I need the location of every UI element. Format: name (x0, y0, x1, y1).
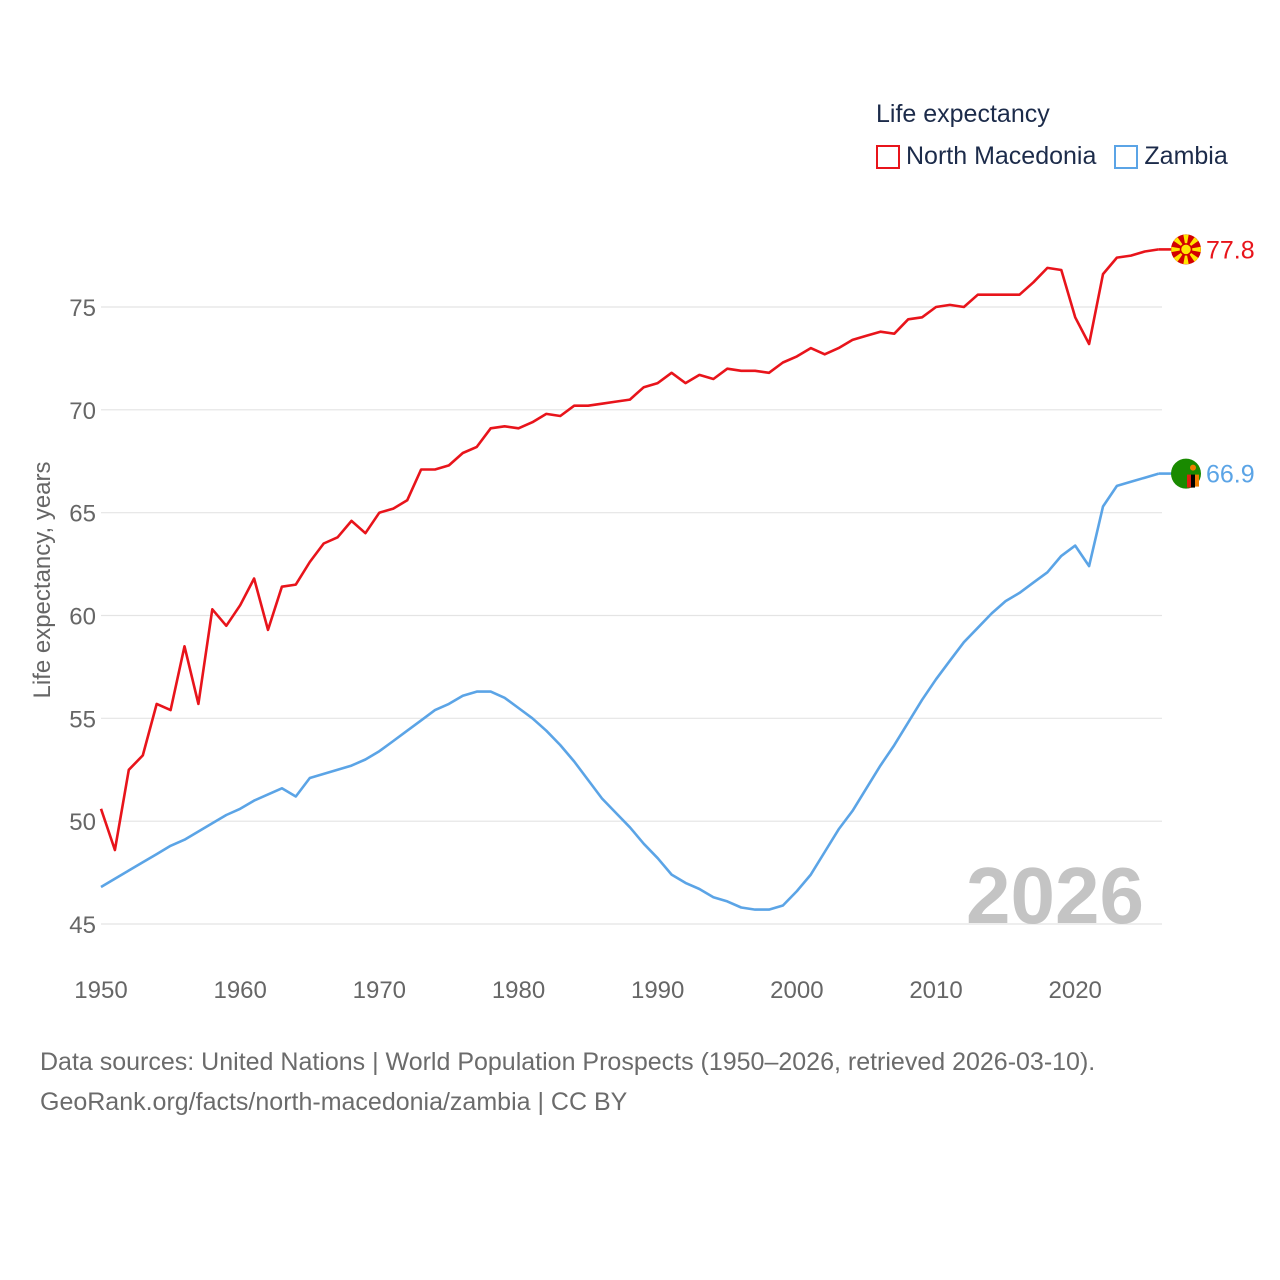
zambia-flag-icon (1171, 458, 1201, 489)
x-tick-2010: 2010 (909, 977, 962, 1004)
flag-eagle (1190, 464, 1196, 471)
x-tick-2020: 2020 (1049, 977, 1102, 1004)
y-tick-60: 60 (69, 604, 96, 631)
series-line-zambia (100, 472, 1160, 911)
legend: North Macedonia Zambia (876, 142, 1246, 171)
series-end-markers: 77.8 66.9 (1158, 234, 1255, 489)
x-tick-1960: 1960 (213, 977, 266, 1004)
flag-sun-ray (1186, 246, 1201, 253)
year-badge: 2026 (966, 851, 1144, 940)
legend-item-north-macedonia[interactable]: North Macedonia (876, 142, 1096, 171)
y-tick-75: 75 (69, 295, 96, 322)
source-line-2: GeoRank.org/facts/north-macedonia/zambia… (40, 1088, 628, 1116)
legend-title: Life expectancy (876, 100, 1050, 128)
y-tick-45: 45 (69, 912, 96, 939)
y-tick-55: 55 (69, 706, 96, 733)
flag-sun-ray (1183, 234, 1189, 250)
flag-sun (1179, 243, 1193, 256)
flag-stripe-black (1191, 474, 1195, 488)
legend-label-zambia: Zambia (1144, 142, 1228, 170)
y-tick-65: 65 (69, 501, 96, 528)
north-macedonia-flag-icon (1171, 234, 1201, 265)
series-lines (99, 248, 1160, 911)
series-line-north-macedonia (99, 248, 1159, 852)
x-axis-tick-labels: 1950 1960 1970 1980 1990 2000 2010 2020 (74, 977, 1102, 1004)
x-tick-2000: 2000 (770, 977, 823, 1004)
x-tick-1990: 1990 (631, 977, 684, 1004)
legend-swatch-zambia (1114, 144, 1139, 169)
legend-swatch-north-macedonia (876, 144, 900, 169)
flag-stripe-orange (1195, 474, 1199, 487)
flag-sun-ray (1183, 249, 1189, 265)
source-line-1: Data sources: United Nations | World Pop… (40, 1048, 1096, 1076)
legend-label-north-macedonia: North Macedonia (906, 142, 1097, 170)
source-note: Data sources: United Nations | World Pop… (40, 1042, 1095, 1122)
end-label-north-macedonia: 77.8 (1206, 236, 1255, 264)
end-label-zambia: 66.9 (1206, 461, 1255, 489)
y-tick-70: 70 (69, 398, 96, 425)
x-tick-1980: 1980 (492, 977, 545, 1004)
flag-sun-ray (1171, 246, 1186, 253)
flag-stripe-red (1187, 474, 1191, 488)
legend-item-zambia[interactable]: Zambia (1114, 142, 1228, 171)
x-tick-1970: 1970 (353, 977, 406, 1004)
grid-lines (101, 306, 1162, 925)
y-tick-50: 50 (69, 809, 96, 836)
y-axis-tick-labels: 45 50 55 60 65 70 75 (69, 295, 96, 939)
y-axis-label: Life expectancy, years (29, 461, 56, 699)
x-tick-1950: 1950 (74, 977, 127, 1004)
